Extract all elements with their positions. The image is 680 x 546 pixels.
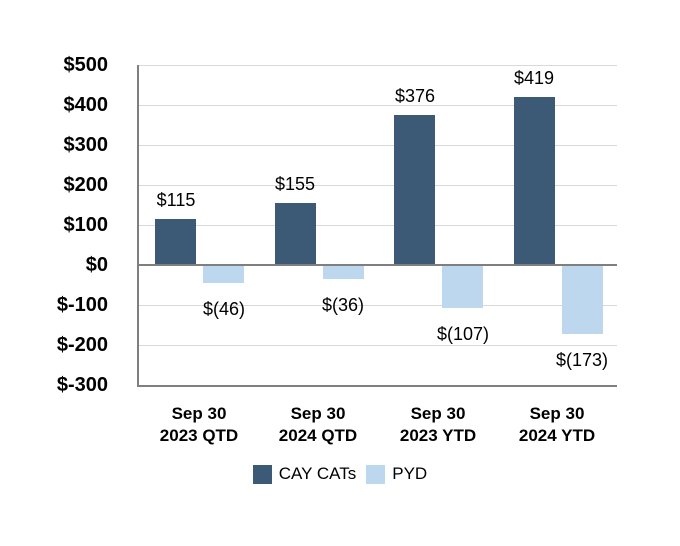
gridline xyxy=(139,185,617,186)
y-axis-tick-label: $500 xyxy=(63,54,109,76)
legend-item-pyd: PYD xyxy=(366,464,427,484)
legend-swatch xyxy=(366,464,386,484)
x-axis-category-label: Sep 30 2024 YTD xyxy=(492,403,622,447)
plot-area: $115 $155 $376 $419 $(46) $(36) $(107) $(173) xyxy=(139,65,617,385)
bar-pyd xyxy=(203,265,244,283)
bar-cay-cats xyxy=(275,203,316,265)
y-axis-tick-label: $-300 xyxy=(56,374,108,396)
data-label: $(107) xyxy=(436,324,490,344)
gridline xyxy=(139,225,617,226)
data-label: $(36) xyxy=(321,295,365,315)
bar-cay-cats xyxy=(155,219,196,265)
bar-pyd xyxy=(442,265,483,308)
x-category-line1: Sep 30 xyxy=(290,404,346,423)
data-label: $155 xyxy=(274,174,316,194)
y-axis-tick-label: $-200 xyxy=(56,334,108,356)
data-label: $419 xyxy=(513,68,555,88)
x-axis-category-label: Sep 30 2023 QTD xyxy=(134,403,264,447)
zero-axis-line xyxy=(139,264,617,266)
y-axis-tick-label: $400 xyxy=(63,94,109,116)
x-category-line1: Sep 30 xyxy=(410,404,466,423)
gridline xyxy=(139,105,617,106)
legend-label: CAY CATs xyxy=(278,464,357,483)
bar-pyd xyxy=(562,265,603,334)
data-label: $376 xyxy=(394,86,436,106)
y-axis-tick-label: $0 xyxy=(85,254,108,276)
x-category-line2: 2024 QTD xyxy=(278,426,358,445)
x-axis-category-label: Sep 30 2023 YTD xyxy=(373,403,503,447)
y-axis-line xyxy=(137,65,139,387)
y-axis-tick-label: $-100 xyxy=(56,294,108,316)
bar-cay-cats xyxy=(394,115,435,265)
y-axis-tick-label: $100 xyxy=(63,214,109,236)
legend-label: PYD xyxy=(392,464,428,483)
y-axis-tick-label: $300 xyxy=(63,134,109,156)
x-category-line2: 2024 YTD xyxy=(518,426,596,445)
x-category-line1: Sep 30 xyxy=(171,404,227,423)
gridline xyxy=(139,65,617,66)
gridline xyxy=(139,305,617,306)
data-label: $(46) xyxy=(202,299,246,319)
x-category-line2: 2023 YTD xyxy=(399,426,477,445)
x-axis-bottom-line xyxy=(137,385,617,387)
y-axis-tick-label: $200 xyxy=(63,174,109,196)
legend-swatch xyxy=(252,464,272,484)
data-label: $(173) xyxy=(555,350,609,370)
bar-pyd xyxy=(323,265,364,279)
gridline xyxy=(139,345,617,346)
gridline xyxy=(139,145,617,146)
x-axis-category-label: Sep 30 2024 QTD xyxy=(253,403,383,447)
legend: CAY CATs PYD xyxy=(0,464,680,484)
x-category-line1: Sep 30 xyxy=(529,404,585,423)
bar-cay-cats xyxy=(514,97,555,265)
legend-item-cay-cats: CAY CATs xyxy=(252,464,357,484)
data-label: $115 xyxy=(156,190,196,210)
x-category-line2: 2023 QTD xyxy=(159,426,239,445)
